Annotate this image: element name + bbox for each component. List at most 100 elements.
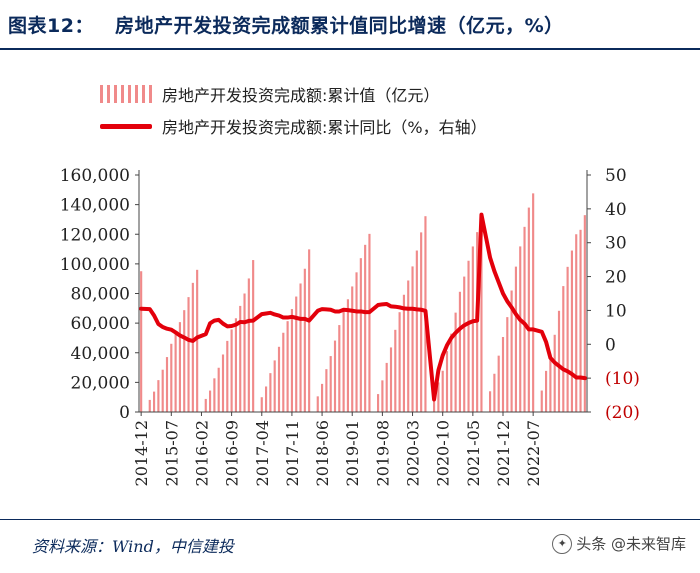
bar-84 <box>501 337 505 412</box>
combo-chart: 0 20,000 40,000 60,000 80,000 100,000 120,000 1… <box>60 166 640 486</box>
bar-77 <box>471 246 474 412</box>
bar-29 <box>265 386 268 412</box>
bar-47 <box>342 311 345 412</box>
bar-76 <box>467 260 470 412</box>
bar-75 <box>463 276 466 412</box>
bar-8 <box>174 332 177 412</box>
bar-53 <box>368 233 371 412</box>
bar-7 <box>170 343 173 412</box>
y-right-tick-label-1: (10) <box>605 369 640 389</box>
bar-87 <box>514 266 517 412</box>
x-tick-label-13: 2022-07 <box>524 420 543 486</box>
bar-62 <box>407 280 410 412</box>
bar-15 <box>204 398 207 412</box>
x-tick-label-12: 2021-12 <box>494 420 513 486</box>
bar-74 <box>458 291 461 412</box>
bar-64 <box>415 250 418 412</box>
bar-31 <box>273 360 276 412</box>
bar-91 <box>532 193 535 412</box>
bar-57 <box>385 362 388 412</box>
y-right-tick-label-6: 40 <box>605 200 627 220</box>
bar-60 <box>398 312 401 412</box>
bar-13 <box>196 269 199 412</box>
bar-93 <box>540 390 543 412</box>
y-left-tick-label-8: 160,000 <box>60 166 130 186</box>
bar-98 <box>562 286 565 412</box>
bar-3 <box>153 391 156 412</box>
x-tick-label-6: 2018-06 <box>313 420 332 486</box>
x-tick-label-8: 2019-08 <box>373 420 392 486</box>
bar-85 <box>506 317 509 412</box>
bar-101 <box>575 234 578 412</box>
chart-legend: 房地产开发投资完成额:累计值（亿元） 房地产开发投资完成额:累计同比（%，右轴） <box>100 78 660 142</box>
bar-90 <box>527 207 530 412</box>
y-left-tick-label-5: 100,000 <box>60 255 130 275</box>
bar-2 <box>148 399 151 412</box>
x-tick-label-1: 2015-07 <box>162 420 181 486</box>
bar-71 <box>445 351 449 412</box>
bar-51 <box>359 258 362 412</box>
y-left-tick-label-7: 140,000 <box>60 196 130 216</box>
x-tick-label-10: 2020-10 <box>434 420 453 486</box>
bar-38 <box>303 268 306 412</box>
bar-26 <box>252 260 255 412</box>
x-tick-label-2: 2016-02 <box>192 420 211 486</box>
bar-6 <box>165 357 169 412</box>
header-rule <box>0 48 700 50</box>
bar-50 <box>355 272 358 412</box>
y-right-tick-label-4: 20 <box>605 268 627 288</box>
bar-30 <box>269 373 272 412</box>
bar-16 <box>209 390 212 412</box>
footer-rule <box>0 519 700 520</box>
bar-4 <box>157 380 160 412</box>
x-tick-label-3: 2016-09 <box>223 420 242 486</box>
y-left-tick-label-2: 40,000 <box>71 344 130 364</box>
bar-41 <box>316 396 319 412</box>
bar-68 <box>433 397 436 412</box>
bar-83 <box>497 355 500 412</box>
bar-89 <box>523 226 526 412</box>
bar-42 <box>321 383 324 412</box>
y-right-tick-label-3: 10 <box>605 301 627 321</box>
legend-swatch-bar <box>100 85 152 103</box>
bar-102 <box>579 229 582 412</box>
bar-55 <box>377 394 380 412</box>
bar-81 <box>489 391 492 412</box>
bar-34 <box>286 321 289 412</box>
legend-item-line: 房地产开发投资完成额:累计同比（%，右轴） <box>100 110 660 142</box>
bar-79 <box>480 225 483 412</box>
y-right-tick-label-5: 30 <box>605 234 627 254</box>
bar-5 <box>161 369 164 412</box>
bar-56 <box>381 380 384 412</box>
bar-96 <box>553 334 556 412</box>
x-tick-label-5: 2017-11 <box>283 420 302 486</box>
bar-11 <box>187 297 190 412</box>
legend-item-bar: 房地产开发投资完成额:累计值（亿元） <box>100 78 660 110</box>
bar-72 <box>450 333 453 412</box>
x-tick-label-7: 2019-01 <box>343 420 362 486</box>
bar-9 <box>178 322 181 412</box>
bar-46 <box>338 325 341 412</box>
bar-18 <box>217 367 220 412</box>
bar-10 <box>183 310 186 412</box>
legend-label-bar: 房地产开发投资完成额:累计值（亿元） <box>162 86 440 105</box>
bar-82 <box>493 373 496 412</box>
bar-43 <box>325 369 328 412</box>
watermark: ✦ 头条 @未来智库 <box>552 533 686 554</box>
bar-36 <box>295 296 298 412</box>
watermark-text: 头条 @未来智库 <box>576 535 686 553</box>
y-left-tick-label-0: 0 <box>119 403 130 423</box>
figure-header: 图表12： 房地产开发投资完成额累计值同比增速（亿元，%） <box>0 0 700 52</box>
bar-103 <box>583 215 586 412</box>
bar-100 <box>570 250 573 412</box>
source-note: 资料来源：Wind，中信建投 <box>32 537 234 556</box>
y-left-tick-label-6: 120,000 <box>60 225 130 245</box>
y-right-tick-label-0: (20) <box>605 403 640 423</box>
bar-21 <box>230 329 233 412</box>
bar-97 <box>557 310 561 412</box>
y-right-tick-label-7: 50 <box>605 166 627 186</box>
bar-35 <box>290 309 293 412</box>
bar-94 <box>545 370 548 412</box>
bar-59 <box>394 329 397 412</box>
legend-label-line: 房地产开发投资完成额:累计同比（%，右轴） <box>162 118 487 137</box>
